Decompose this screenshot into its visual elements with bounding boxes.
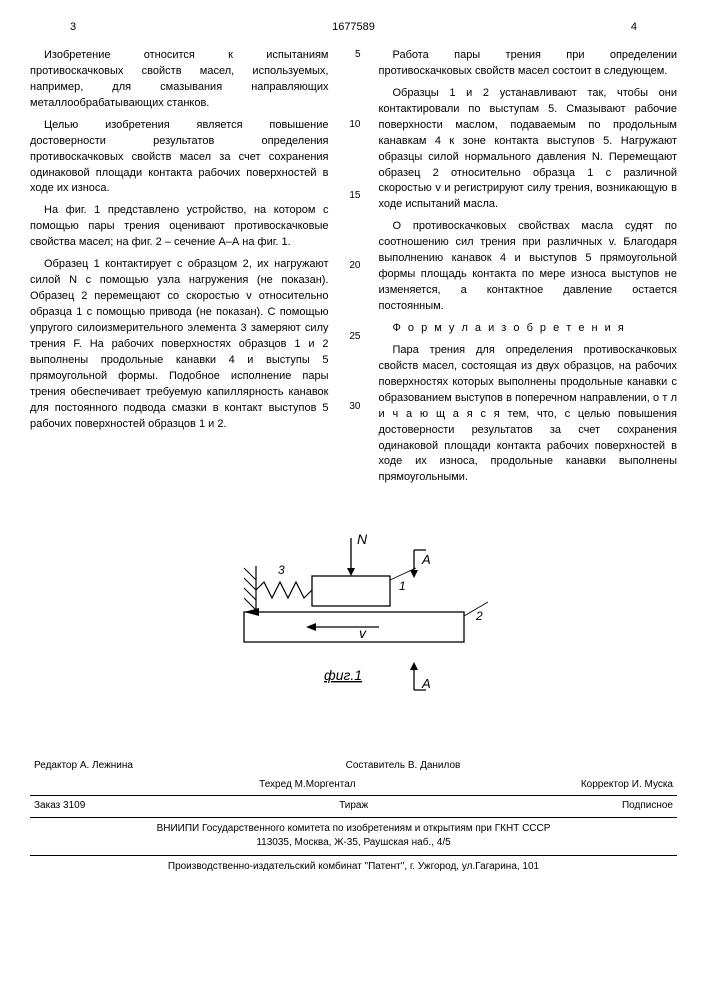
label-N: N (357, 531, 368, 547)
left-p1: Изобретение относится к испытаниям проти… (30, 48, 329, 112)
patent-number: 1677589 (332, 20, 375, 36)
label-2: 2 (475, 609, 483, 623)
org-patent: Производственно-издательский комбинат "П… (30, 855, 677, 879)
subscription: Подписное (622, 799, 673, 814)
tirazh: Тираж (339, 799, 368, 814)
line-num: 15 (347, 189, 361, 204)
left-p4: Образец 1 контактирует с образцом 2, их … (30, 257, 329, 432)
figure-1: N A A v 1 2 3 фиг.1 (30, 520, 677, 716)
org-vniipi: ВНИИПИ Государственного комитета по изоб… (30, 817, 677, 855)
right-column: Работа пары трения при определении проти… (379, 48, 678, 492)
right-p2: Образцы 1 и 2 устанавливают так, чтобы о… (379, 86, 678, 214)
left-column: Изобретение относится к испытаниям проти… (30, 48, 329, 492)
label-A-top: A (421, 552, 431, 567)
line-num: 10 (347, 118, 361, 133)
line-numbers: 5 10 15 20 25 30 (347, 48, 361, 492)
body-columns: Изобретение относится к испытаниям проти… (30, 48, 677, 492)
page-number-right: 4 (631, 20, 637, 36)
editor: Редактор А. Лежнина (34, 759, 133, 774)
label-1: 1 (399, 579, 406, 593)
order: Заказ 3109 (34, 799, 85, 814)
compiler: Составитель В. Данилов (346, 759, 461, 774)
techred: Техред М.Моргентал (259, 778, 355, 793)
right-p3: О противоскачковых свойствах масла судят… (379, 219, 678, 315)
formula-title: Ф о р м у л а и з о б р е т е н и я (379, 321, 678, 337)
right-p1: Работа пары трения при определении проти… (379, 48, 678, 80)
right-p4: Пара трения для определения противоскачк… (379, 343, 678, 486)
label-v: v (359, 625, 367, 641)
page-number-left: 3 (70, 20, 76, 36)
line-num: 20 (347, 259, 361, 274)
line-num: 5 (347, 48, 361, 63)
figure-caption: фиг.1 (324, 667, 362, 683)
left-p3: На фиг. 1 представлено устройство, на ко… (30, 203, 329, 251)
label-A-bot: A (421, 676, 431, 691)
left-p2: Целью изобретения является повышение дос… (30, 118, 329, 198)
credits-block: Редактор А. Лежнина Составитель В. Данил… (30, 756, 677, 878)
line-num: 30 (347, 400, 361, 415)
page-header: 3 1677589 4 (30, 20, 677, 36)
line-num: 25 (347, 330, 361, 345)
corrector: Корректор И. Муска (581, 778, 673, 793)
label-3: 3 (278, 563, 285, 577)
